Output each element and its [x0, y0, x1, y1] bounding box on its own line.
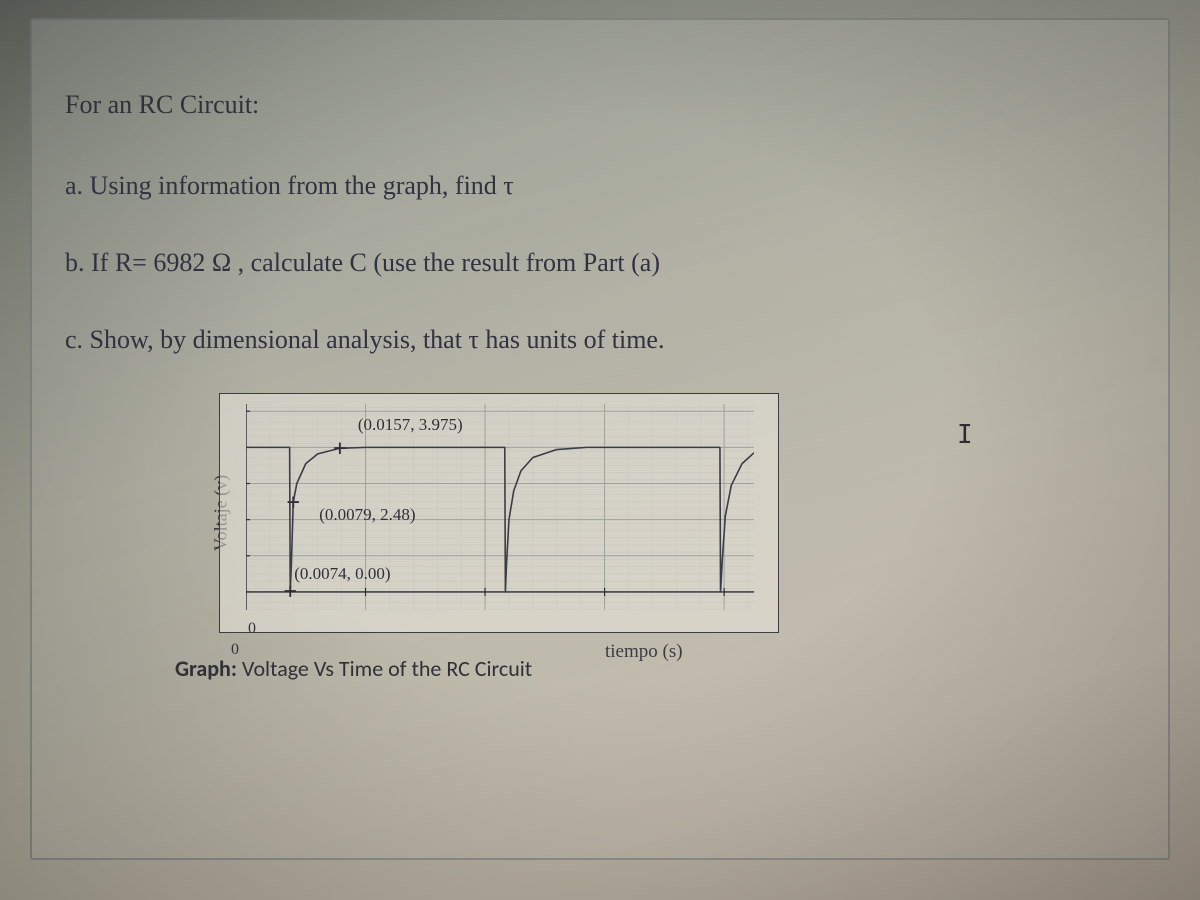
data-point-label-1: (0.0079, 2.48)	[319, 505, 415, 525]
graph-container: Voltaje (v) 0 +(0.0157, 3.975)+(0.0079, …	[175, 393, 775, 633]
data-point-label-2: (0.0074, 0.00)	[294, 564, 390, 584]
graph-frame: 0 +(0.0157, 3.975)+(0.0079, 2.48)+(0.007…	[219, 393, 779, 633]
caption-prefix: Graph:	[175, 655, 237, 682]
data-point-label-0: (0.0157, 3.975)	[358, 415, 463, 435]
data-marker-0: +	[333, 438, 346, 460]
problem-heading: For an RC Circuit:	[65, 90, 1135, 120]
plot-area: +(0.0157, 3.975)+(0.0079, 2.48)+(0.0074,…	[246, 404, 754, 610]
question-c: c. Show, by dimensional analysis, that τ…	[65, 322, 1135, 357]
question-a: a. Using information from the graph, fin…	[65, 168, 1135, 203]
y-origin-tick-label: 0	[248, 620, 256, 638]
data-marker-1: +	[287, 492, 300, 514]
caption-text: Voltage Vs Time of the RC Circuit	[237, 655, 532, 682]
content-region: For an RC Circuit: a. Using information …	[65, 60, 1135, 840]
text-cursor-icon: I	[957, 420, 975, 446]
data-marker-2: +	[284, 581, 297, 603]
x-axis-label: tiempo (s)	[605, 641, 683, 663]
x-origin-tick-label: 0	[231, 641, 239, 659]
question-b: b. If R= 6982 Ω , calculate C (use the r…	[65, 245, 1135, 280]
